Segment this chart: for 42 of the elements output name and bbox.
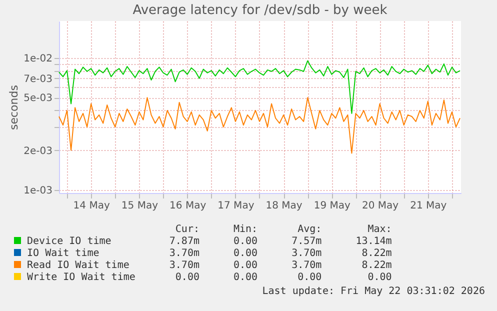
text: 13.14m	[354, 236, 393, 248]
text: Min:	[232, 224, 259, 236]
text: Cur:	[174, 224, 200, 236]
text: 3.70m	[168, 260, 200, 272]
text: Max:	[366, 224, 393, 236]
x-tick-label: 20 May	[362, 200, 399, 212]
text: 0.00	[232, 260, 259, 272]
line-series	[58, 97, 460, 154]
x-tick-label: 18 May	[266, 200, 302, 212]
x-tick-label: 19 May	[314, 200, 351, 212]
text: 0.00	[232, 248, 259, 260]
text: 0.00	[296, 272, 323, 284]
x-tick-label: 17 May	[218, 200, 254, 212]
text: 8.22m	[360, 248, 393, 260]
text: 7.57m	[290, 236, 323, 248]
text: 3.70m	[290, 248, 323, 260]
text: Avg:	[296, 224, 323, 236]
legend-label: Device IO time	[26, 236, 112, 248]
x-tick-label: 15 May	[121, 200, 158, 212]
y-tick-label: 7e-03	[24, 74, 52, 85]
line-series	[58, 60, 460, 114]
text: 7.87m	[168, 236, 200, 248]
y-tick-label: 1e-03	[24, 186, 52, 197]
chart-title: Average latency for /dev/sdb - by week	[132, 3, 388, 18]
x-tick-label: 21 May	[410, 200, 447, 212]
y-axis-title: seconds	[8, 84, 21, 130]
x-tick-label: 14 May	[73, 200, 110, 212]
text: Last update: Fri May 22 03:31:02 2026	[262, 286, 485, 297]
legend-label: Write IO Wait time	[26, 272, 136, 284]
text: 3.70m	[168, 248, 200, 260]
text: 0.00	[174, 272, 200, 284]
text: 3.70m	[290, 260, 323, 272]
legend-label: IO Wait time	[26, 248, 100, 260]
x-tick-label: 16 May	[170, 200, 206, 212]
legend-label: Read IO Wait time	[26, 260, 130, 272]
y-tick-label: 5e-03	[24, 93, 52, 104]
text: 8.22m	[360, 260, 393, 272]
text: 0.00	[232, 272, 259, 284]
y-tick-label: 2e-03	[24, 146, 52, 157]
text: 0.00	[366, 272, 393, 284]
text: 0.00	[232, 236, 259, 248]
y-tick-label: 1e-02	[24, 53, 52, 64]
